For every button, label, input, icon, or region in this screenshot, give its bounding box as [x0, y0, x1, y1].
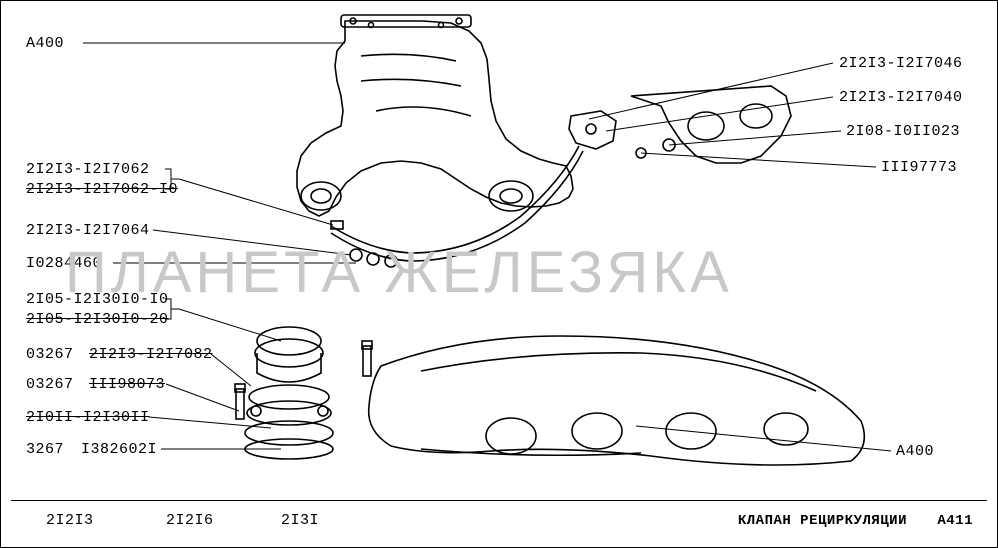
part-label-left: A400 — [26, 35, 64, 52]
part-label-right: A400 — [896, 443, 934, 460]
part-label-left: 2I2I3-I2I7064 — [26, 222, 150, 239]
part-label-left: 2I2I3-I2I7082 — [89, 346, 213, 363]
model-code: 2I2I6 — [166, 512, 214, 529]
part-label-left: I382602I — [81, 441, 157, 458]
part-label-right: 2I2I3-I2I7046 — [839, 55, 963, 72]
part-label-right: 2I08-I0II023 — [846, 123, 960, 140]
part-label-left: 2I2I3-I2I7062-I0 — [26, 181, 178, 198]
part-label-right: III97773 — [881, 159, 957, 176]
part-label-left: 2I2I3-I2I7062 — [26, 161, 150, 178]
part-label-left: 2I0II-I2I30II — [26, 409, 150, 426]
part-label-left: III98073 — [89, 376, 165, 393]
part-label-left: 2I05-I2I30I0-I0 — [26, 291, 169, 308]
model-code: 2I2I3 — [46, 512, 94, 529]
model-code: 2I3I — [281, 512, 319, 529]
part-label-right: 2I2I3-I2I7040 — [839, 89, 963, 106]
part-label-left: 3267 — [26, 441, 64, 458]
diagram-title-code: A411 — [937, 513, 973, 529]
part-label-left: 2I05-I2I30I0-20 — [26, 311, 169, 328]
diagram-container: A400 2I2I3-I2I7062 2I2I3-I2I7062-I0 2I2I3-I… — [0, 0, 998, 548]
diagram-title: КЛАПАН РЕЦИРКУЛЯЦИИ — [738, 513, 907, 529]
bottom-divider — [11, 500, 987, 501]
leader-lines — [1, 1, 998, 548]
part-label-left: I0284460 — [26, 255, 102, 272]
part-label-left: 03267 — [26, 376, 74, 393]
part-label-left: 03267 — [26, 346, 74, 363]
